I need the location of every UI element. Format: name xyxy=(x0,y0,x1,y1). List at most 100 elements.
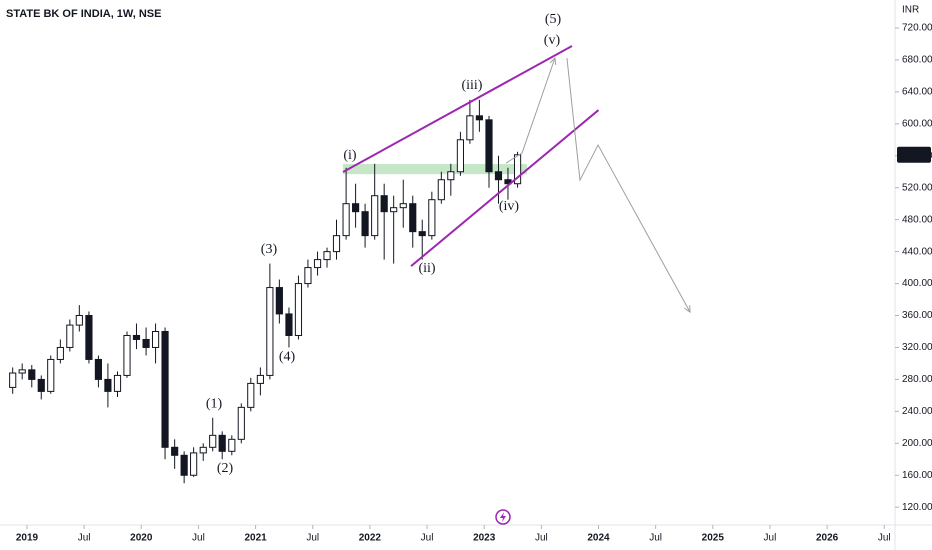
x-tick-label: 2023 xyxy=(473,533,496,544)
y-tick-label: 600.00 xyxy=(902,118,932,129)
y-tick-label: 680.00 xyxy=(902,55,932,66)
x-tick-label: 2025 xyxy=(702,533,725,544)
candle-body xyxy=(399,203,407,209)
candle-body xyxy=(66,324,74,348)
alert-bolt xyxy=(500,512,506,522)
y-tick-label: 480.00 xyxy=(902,214,932,225)
candle-body xyxy=(256,374,264,384)
x-tick-label: Jul xyxy=(78,533,91,544)
x-tick-label: 2024 xyxy=(587,533,610,544)
wave-label: (3) xyxy=(261,242,278,257)
candle-body xyxy=(123,334,131,376)
candle-body xyxy=(47,358,55,392)
candle-body xyxy=(313,259,322,269)
candle-body xyxy=(218,434,226,452)
candle-body xyxy=(151,330,160,348)
alert-icon[interactable] xyxy=(495,509,511,525)
candle-body xyxy=(190,452,198,476)
wave-label: (iv) xyxy=(499,199,520,214)
candle-body xyxy=(94,358,102,380)
channel-line xyxy=(342,45,573,173)
wave-label: (v) xyxy=(544,33,561,48)
candle-body xyxy=(380,195,388,213)
candle-body xyxy=(323,251,331,261)
y-tick-label: 360.00 xyxy=(902,310,932,321)
x-tick-label: Jul xyxy=(306,533,319,544)
y-tick-label: 240.00 xyxy=(902,406,932,417)
candle-body xyxy=(371,195,379,237)
candle-body xyxy=(247,382,255,408)
candle-body xyxy=(9,372,17,388)
x-tick-label: Jul xyxy=(878,533,891,544)
candle-body xyxy=(85,315,93,360)
projection-path xyxy=(566,57,691,313)
x-tick-label: Jul xyxy=(421,533,434,544)
candle-body xyxy=(113,374,122,392)
channel-line xyxy=(410,109,600,267)
x-tick-label: Jul xyxy=(764,533,777,544)
x-tick-label: 2022 xyxy=(359,533,382,544)
y-tick-label: 640.00 xyxy=(902,86,932,97)
candle-body xyxy=(304,267,312,285)
candle-body xyxy=(104,378,112,392)
y-tick-label: 160.00 xyxy=(902,470,932,481)
support-zone xyxy=(343,164,528,175)
wave-label: (ii) xyxy=(418,261,435,276)
candle-body xyxy=(447,171,455,181)
wave-label: (i) xyxy=(343,148,357,163)
candle-body xyxy=(494,171,503,181)
candle-body xyxy=(180,454,188,476)
chart-title: STATE BK OF INDIA, 1W, NSE xyxy=(6,8,161,20)
y-tick-label: 520.00 xyxy=(902,182,932,193)
candle-body xyxy=(37,378,45,392)
candle-body xyxy=(161,330,169,448)
y-unit: INR xyxy=(902,5,919,16)
candle-body xyxy=(275,287,283,315)
arrow-head xyxy=(549,56,557,66)
candle-body xyxy=(428,199,436,237)
candle-body xyxy=(209,434,217,448)
candle-body xyxy=(56,346,64,360)
x-tick-label: 2026 xyxy=(816,533,839,544)
candle-body xyxy=(28,369,36,380)
candle-body xyxy=(171,446,179,456)
y-tick-label: 320.00 xyxy=(902,342,932,353)
y-tick-label: 200.00 xyxy=(902,438,932,449)
candle-body xyxy=(142,338,150,348)
last-price-label: 561.20 xyxy=(899,149,930,160)
wave-label: (4) xyxy=(279,349,296,364)
candle-body xyxy=(513,154,522,185)
candle-body xyxy=(294,283,303,336)
candle-body xyxy=(466,115,474,141)
candle-body xyxy=(342,203,350,237)
x-tick-label: 2021 xyxy=(244,533,267,544)
candle-body xyxy=(228,438,236,452)
candle-body xyxy=(409,203,417,233)
candle-body xyxy=(361,211,369,237)
candle-body xyxy=(266,287,274,376)
candle-body xyxy=(75,315,83,326)
candle-body xyxy=(418,231,426,237)
candle-body xyxy=(485,119,493,173)
wave-label: (1) xyxy=(206,396,223,411)
wave-label: (5) xyxy=(545,12,562,27)
wave-label: (iii) xyxy=(461,78,482,93)
candle-body xyxy=(352,203,360,213)
arrow-head xyxy=(684,305,691,314)
x-tick-label: Jul xyxy=(649,533,662,544)
projection-path xyxy=(505,57,556,164)
candle-body xyxy=(437,179,445,201)
x-tick-label: Jul xyxy=(192,533,205,544)
y-tick-label: 440.00 xyxy=(902,246,932,257)
candle-body xyxy=(132,334,141,340)
wave-label: (2) xyxy=(217,461,234,476)
y-tick-label: 280.00 xyxy=(902,374,932,385)
candle-body xyxy=(18,369,26,374)
y-tick-label: 720.00 xyxy=(902,23,932,34)
candle-body xyxy=(237,406,245,440)
last-price-box xyxy=(897,146,931,163)
candle-body xyxy=(332,235,341,253)
